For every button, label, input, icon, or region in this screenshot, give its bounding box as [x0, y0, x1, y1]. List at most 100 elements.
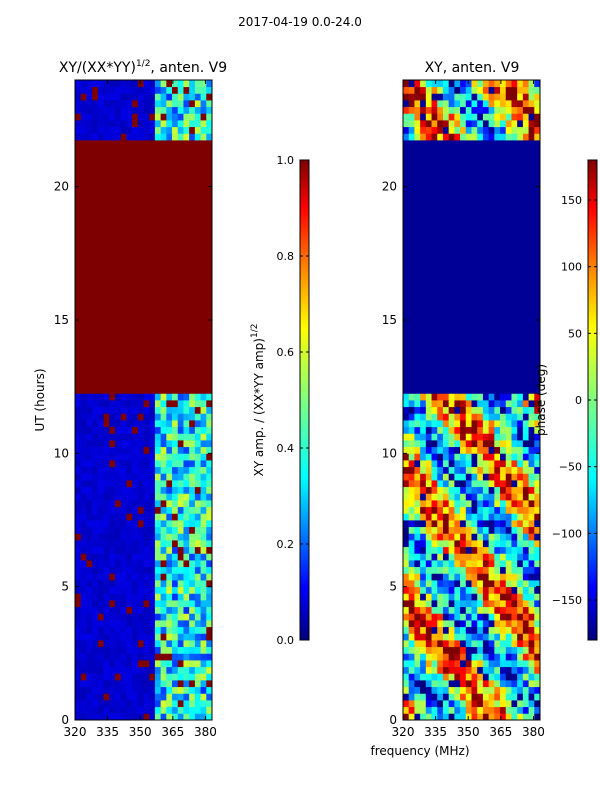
phase-cell: [511, 493, 518, 501]
amplitude-cell: [97, 186, 104, 194]
phase-cell: [471, 646, 478, 654]
phase-cell: [442, 653, 450, 661]
amplitude-cell: [200, 233, 207, 241]
amplitude-cell: [160, 406, 167, 414]
phase-cell: [425, 640, 432, 648]
amplitude-cell: [137, 400, 144, 408]
phase-cell: [494, 540, 501, 548]
amplitude-cell: [149, 646, 156, 654]
amplitude-cell: [189, 613, 196, 621]
amplitude-cell: [183, 86, 190, 94]
phase-cell: [522, 253, 529, 261]
amplitude-cell: [92, 506, 99, 514]
phase-cell: [522, 480, 529, 488]
amplitude-cell: [86, 173, 93, 181]
phase-cell: [414, 206, 421, 214]
amplitude-cell: [120, 573, 127, 581]
phase-cell: [420, 460, 427, 468]
phase-cell: [534, 506, 541, 514]
amplitude-cell: [154, 640, 162, 648]
amplitude-cell: [75, 673, 82, 681]
amplitude-cell: [194, 313, 201, 321]
amplitude-cell: [143, 406, 150, 414]
amplitude-cell: [137, 140, 144, 148]
amplitude-cell: [149, 193, 156, 201]
amplitude-cell: [166, 113, 173, 121]
amplitude-cell: [80, 306, 87, 314]
amplitude-cell: [154, 440, 162, 448]
amplitude-cell: [177, 173, 184, 181]
amplitude-cell: [92, 640, 99, 648]
amplitude-cell: [189, 80, 196, 88]
amplitude-cell: [200, 573, 207, 581]
phase-cell: [494, 446, 501, 454]
amplitude-cell: [166, 586, 173, 594]
amplitude-cell: [92, 680, 99, 688]
amplitude-cell: [200, 213, 207, 221]
amplitude-cell: [189, 173, 196, 181]
phase-cell: [442, 513, 450, 521]
amplitude-cell: [97, 206, 104, 214]
phase-cell: [425, 480, 432, 488]
phase-cell: [437, 480, 444, 488]
phase-cell: [442, 600, 450, 608]
phase-cell: [517, 606, 524, 614]
amplitude-cell: [194, 446, 201, 454]
amplitude-cell: [149, 546, 156, 554]
amplitude-cell: [194, 646, 201, 654]
amplitude-cell: [86, 466, 93, 474]
amplitude-cell: [86, 93, 93, 101]
phase-cell: [448, 200, 455, 208]
phase-cell: [437, 160, 444, 168]
phase-cell: [482, 333, 490, 341]
phase-cbtick-label: 0: [575, 394, 582, 407]
phase-cell: [528, 333, 535, 341]
phase-cell: [408, 426, 415, 434]
amplitude-cell: [109, 206, 116, 214]
phase-cell: [460, 213, 467, 221]
amplitude-cell: [194, 373, 201, 381]
amplitude-cell: [75, 253, 82, 261]
phase-cell: [534, 393, 541, 401]
phase-cell: [420, 260, 427, 268]
amplitude-cell: [172, 506, 179, 514]
amplitude-cell: [137, 700, 144, 708]
amplitude-cell: [183, 653, 190, 661]
phase-cell: [511, 313, 518, 321]
phase-cell: [420, 386, 427, 394]
amplitude-cell: [183, 446, 190, 454]
amplitude-cell: [80, 580, 87, 588]
phase-cell: [437, 226, 444, 234]
phase-cell: [494, 626, 501, 634]
amplitude-cell: [92, 366, 99, 374]
amplitude-cell: [143, 533, 150, 541]
phase-cell: [403, 700, 410, 708]
phase-cell: [454, 246, 461, 254]
amplitude-cell: [75, 153, 82, 161]
amplitude-cell: [132, 480, 139, 488]
amplitude-cell: [183, 600, 190, 608]
phase-cell: [500, 140, 507, 148]
phase-cell: [420, 613, 427, 621]
amplitude-cell: [200, 673, 207, 681]
phase-cell: [454, 320, 461, 328]
amplitude-cell: [120, 453, 127, 461]
amplitude-cell: [143, 206, 150, 214]
amplitude-cell: [189, 460, 196, 468]
amplitude-cell: [206, 346, 213, 354]
amplitude-cell: [97, 600, 104, 608]
phase-cell: [414, 253, 421, 261]
phase-cell: [465, 666, 472, 674]
phase-cell: [488, 413, 495, 421]
amplitude-cell: [200, 206, 207, 214]
amplitude-cell: [86, 260, 93, 268]
phase-cell: [460, 206, 467, 214]
amplitude-cell: [206, 713, 213, 721]
phase-cell: [482, 580, 490, 588]
amplitude-cell: [166, 506, 173, 514]
phase-cell: [454, 326, 461, 334]
phase-cell: [460, 440, 467, 448]
amplitude-cell: [154, 80, 162, 88]
phase-cell: [494, 140, 501, 148]
phase-cell: [517, 653, 524, 661]
